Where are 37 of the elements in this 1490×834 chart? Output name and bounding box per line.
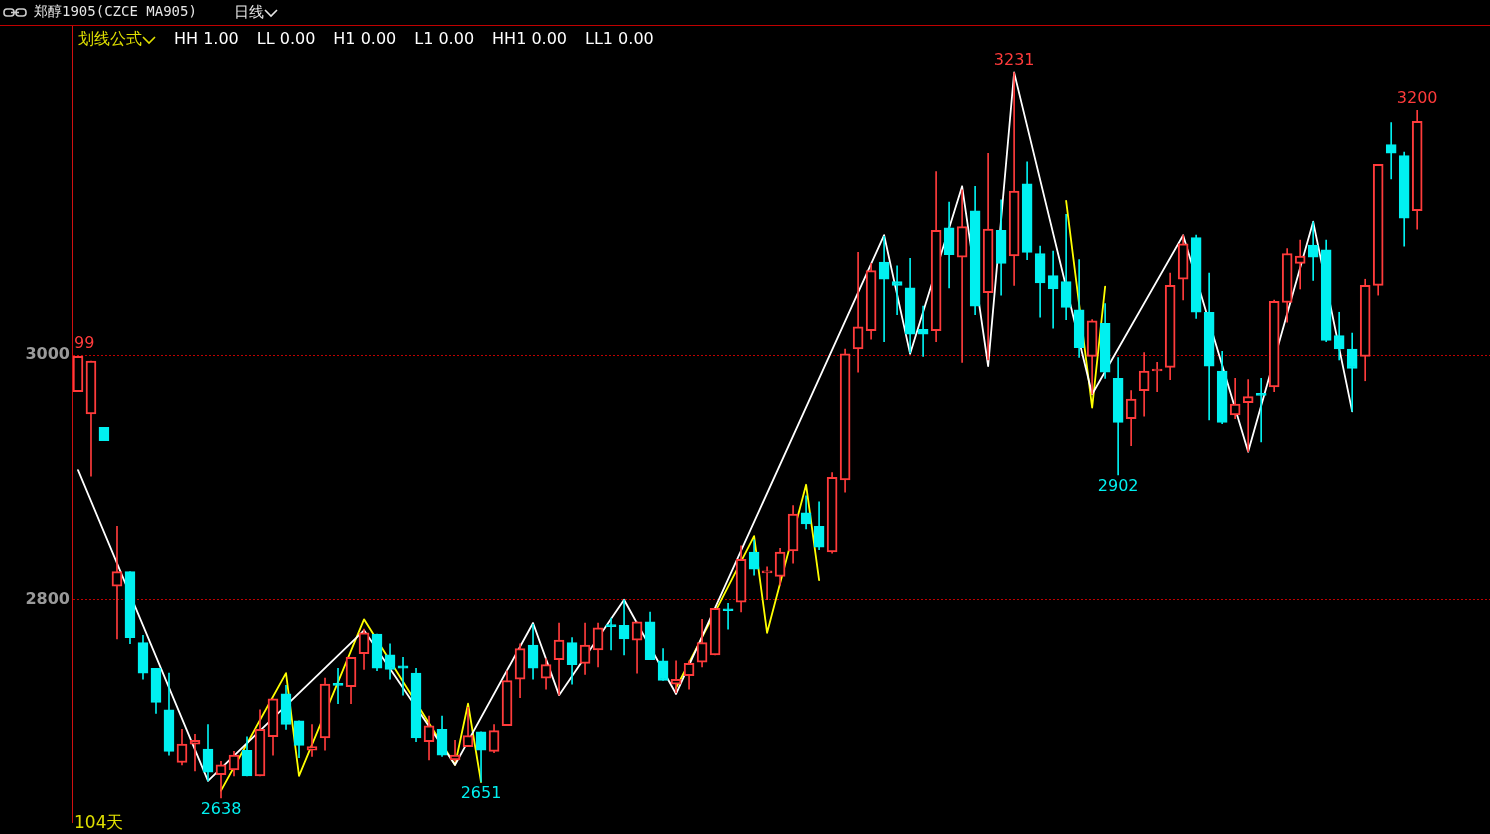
annotation: LL 0.00 [256,29,316,48]
annotation: 104天 [74,811,124,834]
annotation: 2651 [460,783,502,803]
candlestick [605,617,617,651]
candlestick [618,599,630,656]
chart-subtitle: 日线 [234,3,265,22]
candlestick [956,189,968,363]
candlestick [1255,377,1267,443]
candlestick [891,265,903,316]
candlestick [111,526,123,640]
y-tick-label: 2800 [25,588,70,608]
candlestick [1346,332,1358,412]
chart-title: 郑醇1905(CZCE MA905) [34,3,197,21]
candlestick [878,236,890,342]
annotation: 2638 [200,799,242,819]
annotation: 99 [74,333,95,353]
annotation: LL1 0.00 [585,29,654,48]
annotation: H1 0.00 [333,29,397,48]
annotation: 3231 [993,49,1035,69]
candlestick [1307,221,1319,281]
candlestick [1242,379,1254,453]
candlestick [1294,239,1306,290]
candlestick [306,724,318,757]
candlestick [1047,250,1059,329]
annotation: HH1 0.00 [492,29,568,48]
annotation: 划线公式 [78,29,143,50]
annotation: L1 0.00 [414,29,475,48]
annotation: HH 1.00 [174,29,239,48]
candlestick [189,733,201,772]
y-tick-label: 3000 [25,344,70,364]
candlestick [332,667,344,705]
candlestick [722,603,734,630]
candlestick [1385,122,1397,180]
candlestick [1060,214,1072,320]
candlestick [917,305,929,357]
annotation: 3200 [1396,87,1438,107]
annotation: 2902 [1097,476,1139,496]
